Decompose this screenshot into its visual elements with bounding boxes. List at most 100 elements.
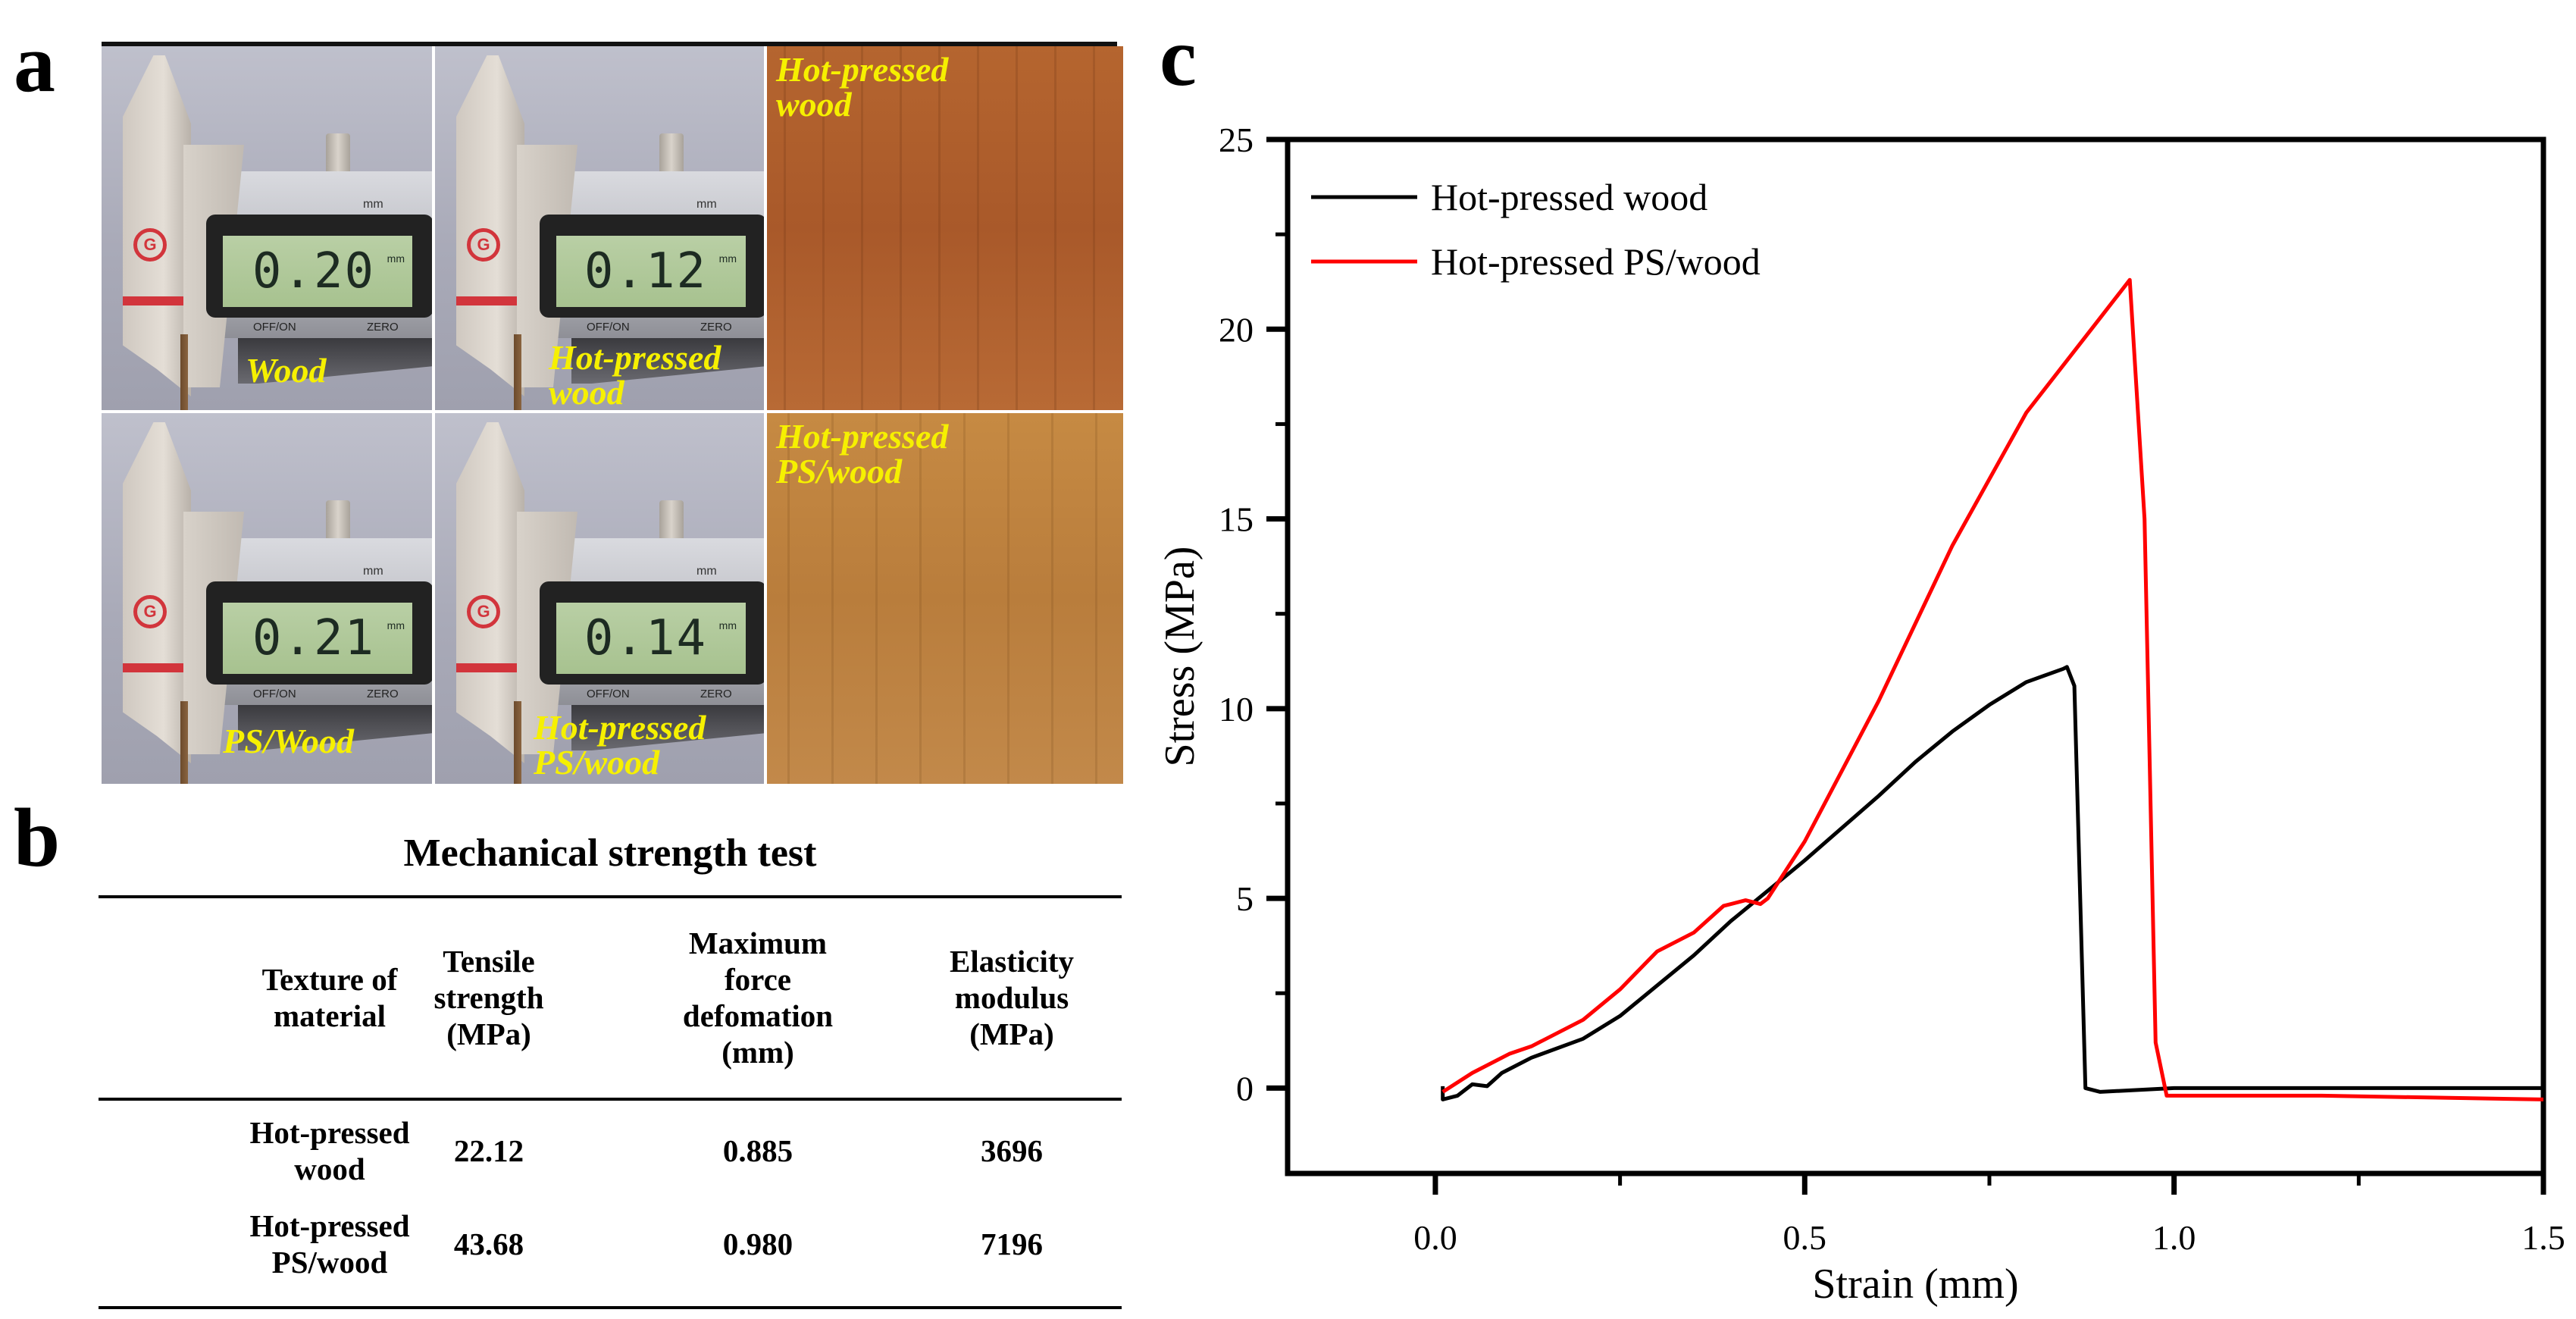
table-header: Elasticity modulus (MPa) xyxy=(950,943,1074,1052)
table-header-line: (MPa) xyxy=(969,1017,1054,1051)
caliper-unit: mm xyxy=(387,252,405,265)
table-header-line: (MPa) xyxy=(446,1017,531,1051)
table-header-line: force xyxy=(724,962,791,997)
caliper-reading: 0.14 xyxy=(584,610,707,666)
table-rule xyxy=(99,1306,1122,1309)
caliper-reading: 0.12 xyxy=(584,243,707,299)
x-tick-label: 1.0 xyxy=(2152,1218,2196,1257)
x-axis-label: Strain (mm) xyxy=(1812,1261,2018,1308)
plot-frame xyxy=(1285,136,2546,1176)
caliper-jaw xyxy=(456,55,524,396)
photo-label: Hot-pressed wood xyxy=(549,340,721,410)
photo-label-line: Hot-pressed xyxy=(776,417,949,456)
caliper-logo: G xyxy=(133,228,167,262)
photo-label-line: Hot-pressed xyxy=(534,708,706,747)
caliper-jaw xyxy=(123,422,191,763)
photo-label-line: PS/wood xyxy=(776,452,903,490)
photo-label-line: wood xyxy=(549,373,624,410)
photo-label: Wood xyxy=(246,351,327,390)
table-header-line: material xyxy=(274,998,386,1033)
y-tick-label: 5 xyxy=(1236,879,1254,918)
material-line: Hot-pressed xyxy=(249,1115,410,1150)
table-rule xyxy=(99,895,1122,898)
caliper-sample xyxy=(514,701,521,784)
caliper-sample xyxy=(180,334,188,410)
caliper-logo: G xyxy=(467,228,500,262)
caliper-lcd xyxy=(556,603,746,674)
caliper-jaw xyxy=(456,422,524,763)
caliper-lcd xyxy=(556,236,746,307)
table-cell-elasticity-modulus: 7196 xyxy=(981,1227,1043,1261)
panel-label-b: b xyxy=(14,791,61,884)
series-line-ps-wood xyxy=(1441,277,2544,1101)
panel-label-c: c xyxy=(1160,11,1197,103)
caliper-reading: 0.20 xyxy=(252,243,375,299)
photo-label-line: Hot-pressed xyxy=(776,50,949,89)
material-line: Hot-pressed xyxy=(249,1208,410,1243)
table-header: Tensile strength (MPa) xyxy=(434,943,543,1052)
y-tick-label: 10 xyxy=(1219,690,1254,728)
material-line: wood xyxy=(294,1151,365,1186)
photo-label-line: PS/wood xyxy=(534,743,660,782)
legend-label: Hot-pressed PS/wood xyxy=(1431,240,1761,283)
table-cell-material: Hot-pressed PS/wood xyxy=(249,1208,409,1280)
zero-label: ZERO xyxy=(700,688,732,700)
caliper-logo: G xyxy=(133,595,167,628)
table-header: Texture of material xyxy=(262,961,398,1034)
caliper-sample xyxy=(514,334,521,410)
caliper-unit: mm xyxy=(718,252,737,265)
zero-label: ZERO xyxy=(367,688,399,700)
y-tick-label: 15 xyxy=(1219,500,1254,539)
mm-button-label: mm xyxy=(363,198,383,211)
caliper-redband xyxy=(456,296,517,305)
table-header-line: Maximum xyxy=(688,926,828,960)
off-on-label: OFF/ON xyxy=(253,688,296,700)
table-cell-tensile-strength: 43.68 xyxy=(453,1227,524,1261)
caliper-unit: mm xyxy=(718,619,737,631)
x-tick-label: 1.5 xyxy=(2521,1218,2565,1257)
off-on-label: OFF/ON xyxy=(587,688,630,700)
y-tick-label: 25 xyxy=(1219,121,1254,159)
table-header: Maximum force defomation (mm) xyxy=(683,925,833,1070)
table-header-line: Texture of xyxy=(261,962,398,997)
table-header-line: (mm) xyxy=(721,1035,794,1070)
mm-button-label: mm xyxy=(696,198,717,211)
y-tick-label: 20 xyxy=(1219,310,1254,349)
mm-button-label: mm xyxy=(696,565,717,578)
wood-surface-photo: Hot-pressed PS/wood xyxy=(767,413,1123,784)
table-cell-max-force-deformation: 0.980 xyxy=(722,1227,793,1261)
mechanical-strength-table: Mechanical strength test Texture of mater… xyxy=(99,804,1122,1319)
table-header-line: Elasticity xyxy=(950,944,1074,979)
caliper-logo: G xyxy=(467,595,500,628)
photo-label: Hot-pressed PS/wood xyxy=(534,710,706,780)
table-header-line: modulus xyxy=(954,980,1069,1015)
table-header-line: strength xyxy=(434,980,544,1015)
off-on-label: OFF/ON xyxy=(587,321,630,334)
y-tick-label: 0 xyxy=(1236,1069,1254,1108)
panel-label-a: a xyxy=(14,17,55,109)
table-cell-material: Hot-pressed wood xyxy=(249,1114,409,1187)
material-line: PS/wood xyxy=(271,1245,388,1280)
caliper-redband xyxy=(123,663,183,672)
table-rule xyxy=(99,1098,1122,1101)
table-cell-elasticity-modulus: 3696 xyxy=(981,1133,1043,1168)
off-on-label: OFF/ON xyxy=(253,321,296,334)
y-axis-label: Stress (MPa) xyxy=(1157,547,1203,767)
table-cell-max-force-deformation: 0.885 xyxy=(722,1133,793,1168)
photo-label: Hot-pressed wood xyxy=(776,52,948,122)
caliper-lcd xyxy=(223,603,412,674)
caliper-lcd xyxy=(223,236,412,307)
caliper-sample xyxy=(180,701,188,784)
zero-label: ZERO xyxy=(700,321,732,334)
caliper-redband xyxy=(123,296,183,305)
caliper-redband xyxy=(456,663,517,672)
legend-label: Hot-pressed wood xyxy=(1431,176,1707,218)
series-line-wood xyxy=(1441,665,2543,1101)
photo-label: PS/Wood xyxy=(223,722,354,760)
mm-button-label: mm xyxy=(363,565,383,578)
